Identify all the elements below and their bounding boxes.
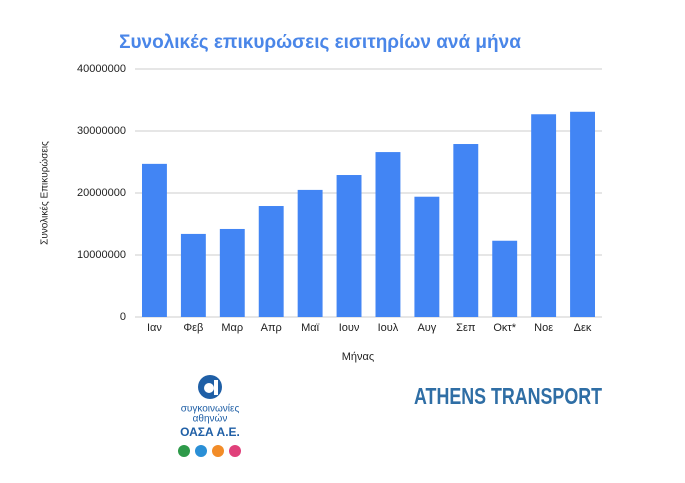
x-tick-label: Απρ xyxy=(261,322,282,334)
x-tick-label: Μαρ xyxy=(221,322,243,334)
bar xyxy=(453,144,479,317)
x-tick-label: Δεκ xyxy=(574,322,592,334)
x-tick-label: Ιαν xyxy=(147,322,162,334)
mode-icon xyxy=(229,445,241,457)
y-tick-label: 40000000 xyxy=(77,63,126,75)
bar xyxy=(414,196,440,317)
oasa-logo: συγκοινωνίες αθηνών ΟΑΣΑ Α.Ε. xyxy=(178,375,241,457)
x-axis-label: Μήνας xyxy=(342,351,374,363)
bar xyxy=(570,111,595,317)
mode-icon xyxy=(212,445,224,457)
y-tick-label: 30000000 xyxy=(77,125,126,137)
mode-icon xyxy=(195,445,207,457)
y-tick-label: 10000000 xyxy=(77,249,126,261)
y-tick-label: 0 xyxy=(120,311,126,323)
x-tick-label: Ιουν xyxy=(339,322,360,334)
logo-icon xyxy=(204,383,214,393)
x-tick-label: Ιουλ xyxy=(378,322,399,334)
mode-icon xyxy=(178,445,190,457)
x-tick-label: Σεπ xyxy=(456,322,476,334)
bar xyxy=(375,152,401,317)
x-tick-label: Μαϊ xyxy=(301,322,320,334)
y-axis-label: Συνολικές Επικυρώσεις xyxy=(39,141,51,245)
bar xyxy=(180,233,206,317)
bar xyxy=(297,189,323,317)
x-tick-label: Φεβ xyxy=(183,322,203,334)
bar xyxy=(531,114,557,317)
logo-text: αθηνών xyxy=(193,413,228,425)
y-tick-label: 20000000 xyxy=(77,187,126,199)
chart-title: Συνολικές επικυρώσεις εισιτηρίων ανά μήν… xyxy=(119,32,521,53)
bar xyxy=(142,163,167,317)
logo-text: συγκοινωνίες xyxy=(181,403,240,415)
logo-name: ΟΑΣΑ Α.Ε. xyxy=(180,425,240,439)
logo-icon xyxy=(214,380,218,395)
bar xyxy=(219,228,245,317)
athens-transport-logo: ATHENS TRANSPORT xyxy=(414,383,602,409)
bar xyxy=(336,175,362,317)
bar xyxy=(258,206,284,317)
bar xyxy=(492,240,518,317)
x-tick-label: Οκτ* xyxy=(493,322,516,334)
x-tick-label: Νοε xyxy=(534,322,553,334)
x-tick-label: Αυγ xyxy=(417,322,436,334)
